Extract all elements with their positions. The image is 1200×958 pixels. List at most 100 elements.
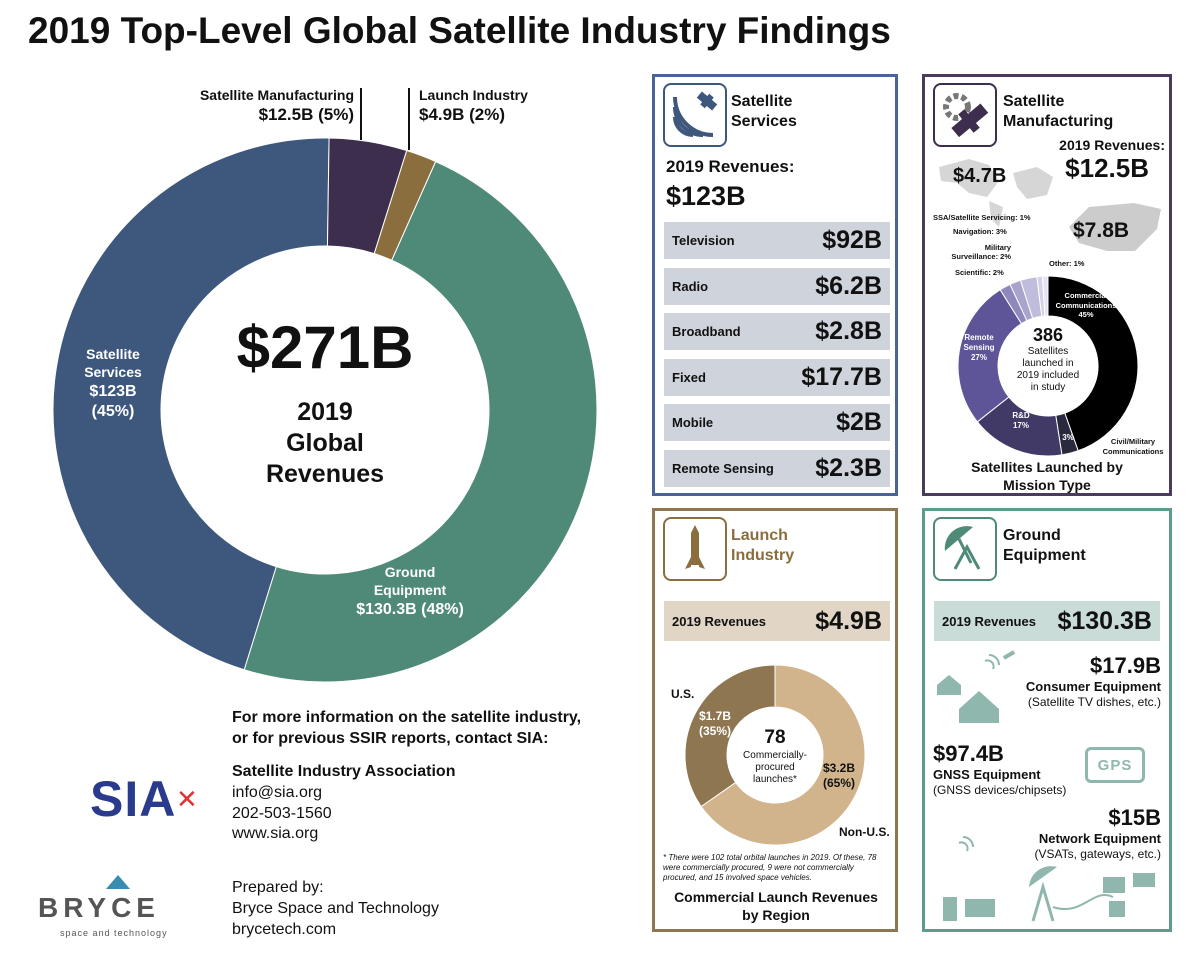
services-title-1: Satellite (731, 93, 793, 110)
row-label: Fixed (672, 370, 706, 385)
satellite-gear-icon (933, 83, 997, 147)
label-military: Military Surveillance: 2% (939, 243, 1011, 261)
total-revenue-value: $271B (236, 314, 414, 381)
gnss-block: $97.4B GNSS Equipment (GNSS devices/chip… (933, 741, 1066, 797)
prepared-block: Prepared by: Bryce Space and Technology … (232, 878, 439, 940)
slice-other (1041, 275, 1049, 317)
launch-leader-line (408, 88, 410, 150)
manufacturing-callout: Satellite Manufacturing $12.5B (5%) (186, 86, 354, 126)
services-panel: Satellite Services 2019 Revenues: $123B … (652, 74, 898, 496)
military-2: Surveillance: 2% (951, 252, 1011, 261)
row-value: $2.3B (815, 454, 882, 482)
remote-3: 27% (970, 353, 987, 363)
network-equipment-icon (943, 836, 1155, 922)
services-title: Satellite Services (731, 92, 797, 132)
consumer-value: $17.9B (1090, 653, 1161, 678)
satellite-signal-icon (663, 83, 727, 147)
launch-center-value: 78 (764, 727, 786, 748)
row-value: $2.8B (815, 317, 882, 345)
launch-callout: Launch Industry $4.9B (2%) (419, 86, 549, 126)
rocket-icon (663, 517, 727, 581)
services-label-pct: (45%) (91, 403, 135, 421)
row-label: Remote Sensing (672, 461, 774, 476)
ground-rev-label: 2019 Revenues (942, 613, 1036, 629)
mission-chart-title: Satellites Launched by Mission Type (971, 459, 1123, 493)
org-name: Satellite Industry Association (232, 763, 456, 780)
launch-title-2: Industry (731, 547, 795, 564)
house-icon (937, 650, 1016, 723)
manufacturing-leader-line (360, 88, 362, 140)
page-title: 2019 Top-Level Global Satellite Industry… (28, 10, 891, 51)
donut-center: $271B 2019 Global Revenues (160, 310, 490, 491)
row-label: Television (672, 233, 735, 248)
sia-star-icon: ✕ (176, 784, 198, 814)
label-remote: Remote Sensing 27% (957, 333, 1001, 364)
manufacturing-callout-value: $12.5B (5%) (258, 105, 354, 125)
remote-2: Sensing (963, 343, 995, 353)
label-commercial: Commercial Communications 45% (1045, 291, 1127, 320)
info-line-2: or for previous SSIR reports, contact SI… (232, 729, 549, 747)
row-value: $17.7B (801, 363, 882, 391)
mission-type-donut (957, 275, 1139, 457)
commercial-1: Commercial (1064, 291, 1108, 300)
rd-2: 17% (1012, 421, 1029, 431)
info-heading: For more information on the satellite in… (232, 708, 581, 750)
slice-u-s- (684, 664, 776, 808)
services-row-broadband: Broadband $2.8B (664, 313, 890, 350)
global-revenue-donut (52, 137, 598, 683)
ground-label-value: $130.3B (48%) (356, 600, 464, 618)
mission-center-value: 386 (1032, 325, 1064, 345)
company-name: Bryce Space and Technology (232, 899, 439, 917)
ground-panel: Ground Equipment 2019 Revenues $130.3B $… (922, 508, 1172, 932)
ground-title-1: Ground (1003, 527, 1061, 544)
services-label-2: Services (84, 363, 142, 380)
launch-footnote: * There were 102 total orbital launches … (663, 853, 877, 882)
consumer-block: $17.9B Consumer Equipment (Satellite TV … (1021, 653, 1161, 709)
rd-1: R&D (1012, 411, 1030, 420)
ground-label: Ground Equipment $130.3B (48%) (320, 564, 500, 620)
contact-email[interactable]: info@sia.org (232, 783, 323, 801)
military-1: Military (984, 243, 1011, 252)
commercial-3: 45% (1078, 310, 1094, 320)
slice-ground-equipment (243, 160, 598, 683)
company-web[interactable]: brycetech.com (232, 920, 337, 938)
launch-panel: Launch Industry 2019 Revenues $4.9B 78 C… (652, 508, 898, 932)
manufacturing-panel: Satellite Manufacturing $4.7B 2019 Reven… (922, 74, 1172, 496)
services-row-television: Television $92B (664, 222, 890, 259)
label-civil-pct: 3% (1062, 433, 1074, 442)
consumer-label: Consumer Equipment (1025, 679, 1161, 695)
label-navigation: Navigation: 3% (953, 227, 1007, 236)
slice-satellite-services (52, 137, 330, 671)
row-value: $92B (822, 226, 882, 254)
launch-chart-title: Commercial Launch Revenues by Region (674, 889, 878, 923)
center-line-1: 2019 (297, 397, 353, 426)
consumer-desc: (Satellite TV dishes, etc.) (1027, 694, 1161, 709)
mission-center: 386 Satellites launched in 2019 included… (1008, 325, 1088, 393)
slice-remote-sensing (957, 289, 1023, 423)
center-line-3: Revenues (265, 460, 385, 489)
mission-center-text-4: in study (1030, 381, 1066, 393)
gps-icon: GPS (1085, 747, 1145, 783)
us-value-label: $1.7B (698, 709, 732, 723)
slice-launch-industry (373, 149, 437, 261)
row-label: Mobile (672, 415, 714, 430)
label-scientific: Scientific: 2% (955, 268, 1004, 277)
launch-callout-name: Launch Industry (419, 87, 528, 103)
launch-us-label-in: $1.7B (35%) (691, 709, 739, 740)
commercial-2: Communications (1055, 300, 1117, 310)
services-label: Satellite Services $123B (45%) (70, 346, 156, 423)
bryce-tagline: space and technology (60, 928, 168, 938)
contact-phone: 202-503-1560 (232, 804, 332, 822)
sia-logo: SIA (90, 771, 177, 827)
launch-center-text-1: Commercially- (743, 749, 807, 761)
contact-web[interactable]: www.sia.org (232, 825, 319, 843)
launch-rev-value: $4.9B (815, 606, 882, 635)
gnss-value: $97.4B (933, 741, 1004, 766)
contact-block: Satellite Industry Association info@sia.… (232, 762, 455, 845)
prepared-label: Prepared by: (232, 879, 324, 896)
manufacturing-callout-name: Satellite Manufacturing (199, 87, 354, 103)
nonus-pct-label: (65%) (822, 776, 855, 791)
services-rev-value: $123B (666, 181, 746, 211)
manufacturing-rev-label: 2019 Revenues: (1059, 137, 1165, 153)
info-line-1: For more information on the satellite in… (232, 709, 582, 726)
